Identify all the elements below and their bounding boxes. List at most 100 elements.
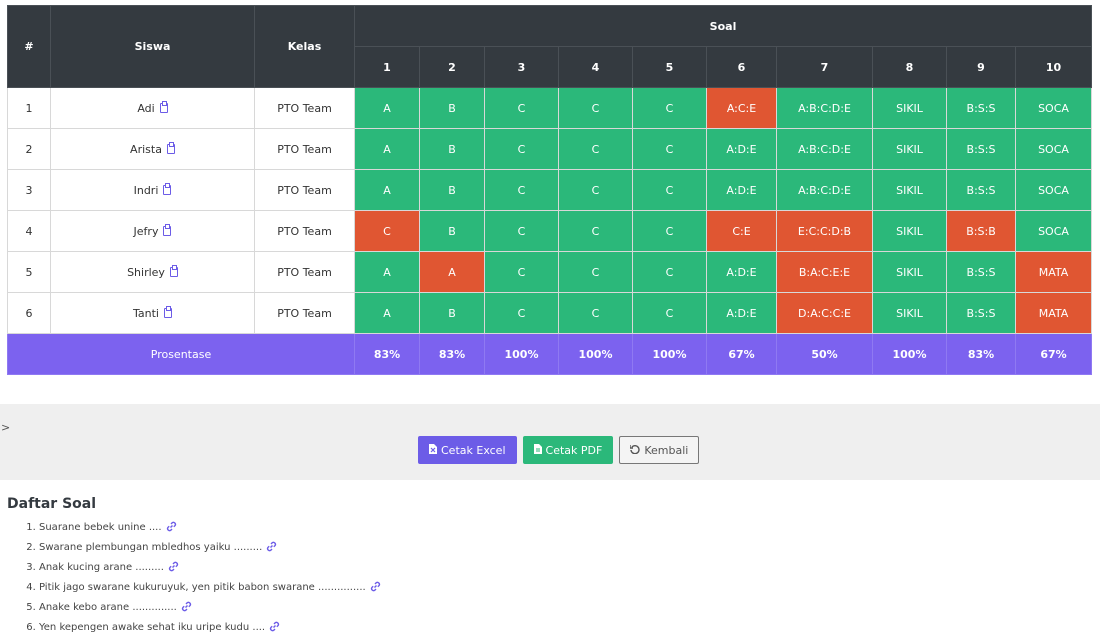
table-row: 6 Tanti PTO Team A B C C C A:D:E D:A:C:C:E SIKIL B:… (7, 292, 1093, 334)
header-siswa: Siswa (50, 5, 255, 88)
answer-cell: SIKIL (872, 210, 947, 252)
student-name-cell: Tanti (50, 292, 255, 334)
list-item: Suarane bebek unine .... (39, 518, 381, 538)
link-icon[interactable] (370, 580, 381, 592)
cetak-excel-button[interactable]: Cetak Excel (418, 436, 517, 464)
answer-cell: B (419, 169, 485, 211)
clipboard-icon[interactable] (163, 305, 172, 318)
kembali-button[interactable]: Kembali (619, 436, 700, 464)
answer-cell: A:D:E (706, 169, 777, 211)
link-icon[interactable] (266, 540, 277, 552)
answer-cell: SIKIL (872, 87, 947, 129)
answer-cell: C (632, 87, 707, 129)
answer-cell: D:A:C:C:E (776, 292, 873, 334)
answer-cell: B:S:S (946, 251, 1016, 293)
daftar-soal-title: Daftar Soal (7, 496, 97, 512)
answer-cell: B:A:C:E:E (776, 251, 873, 293)
student-name: Jefry (133, 224, 159, 238)
percentage-value: 100% (558, 333, 633, 375)
answer-cell: MATA (1014, 251, 1093, 293)
percentage-value: 83% (946, 333, 1016, 375)
list-item: Swarane plembungan mbledhos yaiku ......… (39, 538, 381, 558)
answer-cell: SIKIL (872, 169, 947, 211)
percentage-value: 83% (354, 333, 420, 375)
question-text: Swarane plembungan mbledhos yaiku ......… (39, 542, 263, 553)
question-text: Pitik jago swarane kukuruyuk, yen pitik … (39, 582, 366, 593)
answer-cell: C (484, 87, 559, 129)
answer-cell: B:S:S (946, 292, 1016, 334)
kelas-cell: PTO Team (254, 128, 355, 170)
kelas-cell: PTO Team (254, 169, 355, 211)
clipboard-icon[interactable] (163, 182, 172, 195)
cetak-excel-label: Cetak Excel (441, 443, 506, 457)
clipboard-icon[interactable] (169, 264, 178, 277)
clipboard-icon[interactable] (159, 100, 168, 113)
answer-cell: B (419, 210, 485, 252)
header-kelas: Kelas (254, 5, 355, 88)
answer-cell: C (558, 169, 633, 211)
answer-cell: C (484, 292, 559, 334)
cetak-pdf-button[interactable]: Cetak PDF (522, 436, 614, 464)
answer-cell: A:B:C:D:E (776, 87, 873, 129)
answer-cell: A (354, 292, 420, 334)
header-no: # (7, 5, 51, 88)
answer-cell: MATA (1014, 292, 1093, 334)
link-icon[interactable] (181, 600, 192, 612)
percentage-value: 100% (872, 333, 947, 375)
answer-cell: C (632, 251, 707, 293)
row-number: 6 (7, 292, 51, 334)
file-pdf-icon (533, 443, 542, 457)
row-number: 4 (7, 210, 51, 252)
answer-cell: C (558, 251, 633, 293)
link-icon[interactable] (269, 620, 280, 632)
clipboard-icon[interactable] (163, 223, 172, 236)
student-name: Tanti (133, 306, 159, 320)
answer-cell: C:E (706, 210, 777, 252)
kelas-cell: PTO Team (254, 251, 355, 293)
link-icon[interactable] (168, 560, 179, 572)
answer-cell: B:S:B (946, 210, 1016, 252)
row-number: 1 (7, 87, 51, 129)
header-question-9: 9 (946, 46, 1016, 88)
header-question-2: 2 (419, 46, 485, 88)
answer-cell: B:S:S (946, 169, 1016, 211)
results-table-wrapper: # Siswa Kelas Soal 1 2 3 4 5 6 7 8 9 10 1 Adi PTO T… (7, 5, 1093, 375)
answer-cell: SIKIL (872, 128, 947, 170)
answer-cell: E:C:C:D:B (776, 210, 873, 252)
header-question-3: 3 (484, 46, 559, 88)
table-row: 4 Jefry PTO Team C B C C C C:E E:C:C:D:B SIKIL B:S:… (7, 210, 1093, 252)
list-item: Anak kucing arane ......... (39, 558, 381, 578)
action-bar: > Cetak Excel Cetak PDF Kembali (0, 404, 1100, 480)
header-question-8: 8 (872, 46, 947, 88)
button-group: Cetak Excel Cetak PDF Kembali (418, 436, 700, 464)
percentage-value: 100% (632, 333, 707, 375)
answer-cell: C (632, 128, 707, 170)
answer-cell: A (419, 251, 485, 293)
header-question-10: 10 (1014, 46, 1093, 88)
student-name-cell: Jefry (50, 210, 255, 252)
link-icon[interactable] (166, 520, 177, 532)
student-name-cell: Adi (50, 87, 255, 129)
answer-cell: C (484, 128, 559, 170)
answer-cell: A:D:E (706, 128, 777, 170)
answer-cell: SOCA (1014, 210, 1093, 252)
answer-cell: A (354, 169, 420, 211)
cetak-pdf-label: Cetak PDF (545, 443, 603, 457)
student-name: Shirley (127, 265, 165, 279)
answer-cell: B:S:S (946, 128, 1016, 170)
kelas-cell: PTO Team (254, 210, 355, 252)
answer-cell: B (419, 87, 485, 129)
question-number-row: 1 2 3 4 5 6 7 8 9 10 (8, 46, 1093, 88)
daftar-soal-list: Suarane bebek unine .... Swarane plembung… (7, 518, 381, 638)
header-question-1: 1 (354, 46, 420, 88)
answer-cell: SIKIL (872, 292, 947, 334)
student-name-cell: Shirley (50, 251, 255, 293)
clipboard-icon[interactable] (166, 141, 175, 154)
row-number: 2 (7, 128, 51, 170)
header-question-5: 5 (632, 46, 707, 88)
answer-cell: A:D:E (706, 251, 777, 293)
percentage-value: 67% (1014, 333, 1093, 375)
header-question-4: 4 (558, 46, 633, 88)
student-name-cell: Arista (50, 128, 255, 170)
answer-cell: C (558, 292, 633, 334)
